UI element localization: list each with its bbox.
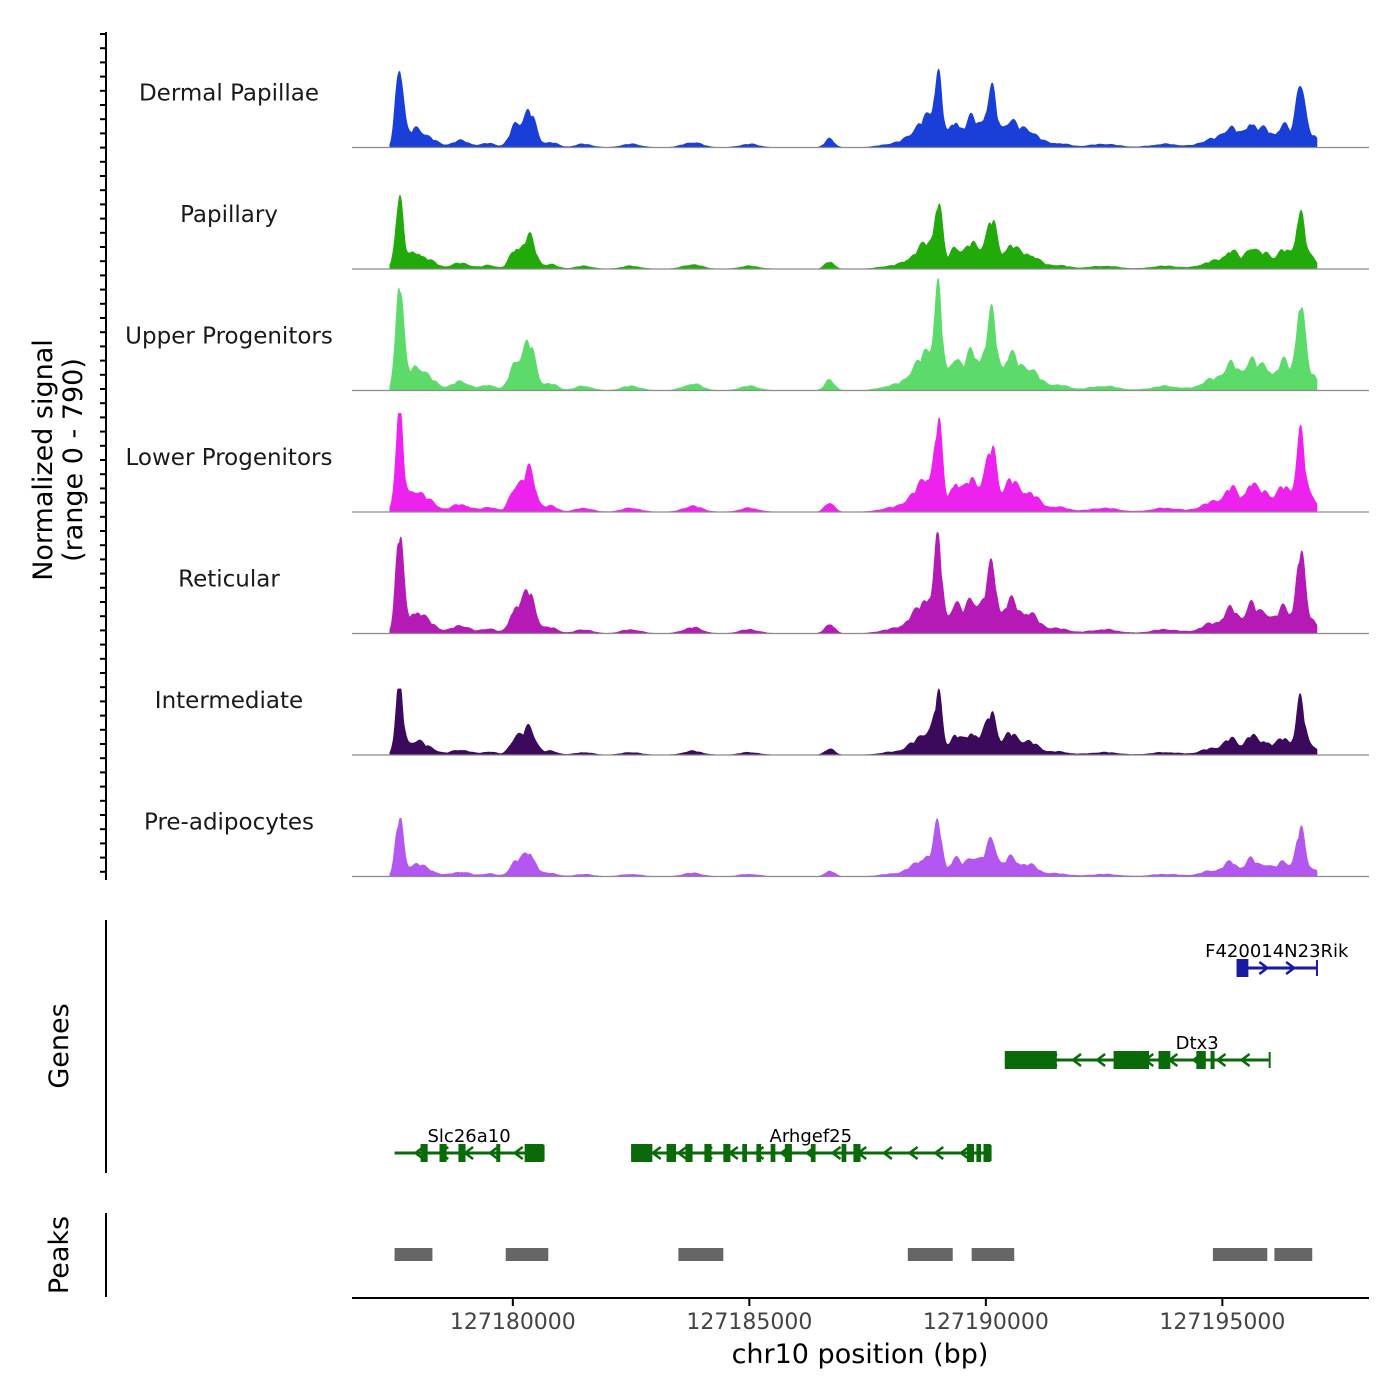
gene-exon [1236,959,1249,977]
gene-strand-arrow [958,1146,970,1160]
x-axis-title: chr10 position (bp) [732,1339,989,1370]
gene-exon [666,1144,677,1162]
peaks-panel-label: Peaks [44,1216,75,1294]
gene-exon [439,1144,447,1162]
gene-strand-arrow [1095,1053,1106,1067]
gene-exon [1210,1051,1215,1069]
coverage-area-6 [389,818,1318,877]
gene-strand-arrow [881,1146,893,1160]
y-axis-label-line2: (range 0 - 790) [58,358,89,562]
track-label: Reticular [178,567,280,593]
gene-label: Dtx3 [1176,1033,1219,1054]
gene-strand-arrow [1239,1053,1251,1067]
track-label: Upper Progenitors [125,324,333,350]
coverage-area-2 [389,277,1318,391]
gene-strand-arrow [676,1146,688,1160]
track-label: Intermediate [155,688,303,714]
peak-region [1212,1248,1268,1261]
gene-exon [420,1144,428,1162]
peak-region [505,1248,549,1261]
track-label: Dermal Papillae [139,81,319,107]
coverage-area-0 [389,68,1318,148]
genes-panel-label: Genes [44,1003,75,1088]
gene-exon [458,1144,466,1162]
x-tick-label: 127190000 [923,1310,1049,1335]
gene-exon [723,1144,731,1162]
gene-exon [810,1144,816,1162]
gene-exon [770,1144,776,1162]
gene-exon [704,1144,712,1162]
gene-strand-arrow [487,1146,499,1160]
gene-label: F420014N23Rik [1205,941,1349,962]
gene-exon [976,1144,982,1162]
track-label: Papillary [180,202,278,228]
gene-strand-arrow [650,1146,662,1160]
gene-exon [853,1144,861,1162]
x-tick-label: 127185000 [686,1310,812,1335]
gene-strand-arrow [830,1146,842,1160]
coverage-area-3 [389,413,1318,513]
gene-label: Arhgef25 [770,1126,853,1147]
gene-strand-arrow [1285,961,1297,975]
coverage-area-4 [389,532,1318,634]
coverage-area-5 [389,688,1318,756]
gene-exon [1113,1051,1150,1069]
gene-exon [742,1144,747,1162]
gene-strand-arrow [1258,961,1270,975]
gene-exon [631,1144,653,1162]
track-label: Pre-adipocytes [144,810,314,836]
gene-strand-arrow [512,1146,524,1160]
peak-region [971,1248,1015,1261]
gene-exon [685,1144,693,1162]
gene-annotations: F420014N23Rik Dtx3 Slc26a10 Arhgef25 [394,941,1349,1162]
x-axis-ticks: 127180000 127185000 127190000 127195000 [450,1298,1285,1335]
gene-exon [524,1144,544,1162]
peak-region [678,1248,724,1261]
x-tick-label: 127180000 [450,1310,576,1335]
gene-strand-arrow [1215,1053,1227,1067]
gene-exon [983,1144,991,1162]
gene-exon [966,1144,975,1162]
y-axis-label-line1: Normalized signal [28,339,59,581]
coverage-area-1 [389,194,1318,270]
track-label: Lower Progenitors [126,445,333,471]
gene-strand-arrow [907,1146,919,1160]
peak-region [1274,1248,1313,1261]
gene-exon [1004,1051,1057,1069]
x-tick-label: 127195000 [1159,1310,1285,1335]
gene-exon [496,1144,501,1162]
peak-region [394,1248,433,1261]
peak-region [907,1248,953,1261]
gene-exon [784,1144,792,1162]
gene-exon [1196,1051,1206,1069]
coverage-tracks: Dermal Papillae Papillary Upper Progenitor… [125,68,1369,878]
gene-strand-arrow [933,1146,944,1160]
gene-exon [756,1144,762,1162]
gene-label: Slc26a10 [428,1126,511,1147]
gene-strand-arrow [1070,1053,1082,1067]
coverage-y-ticks [100,33,106,873]
peak-regions [394,1248,1313,1261]
gene-exon [1158,1051,1171,1069]
gene-exon [841,1144,847,1162]
